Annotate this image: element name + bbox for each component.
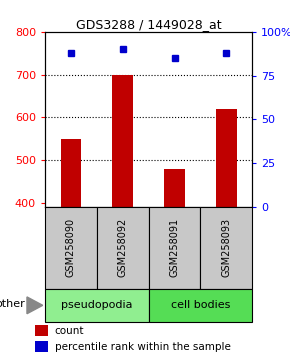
Bar [148,207,200,289]
Text: GSM258090: GSM258090 [66,218,76,278]
Text: GSM258093: GSM258093 [221,218,231,278]
Bar [35,341,48,353]
Bar [35,325,48,336]
Bar [97,207,148,289]
Bar [45,207,97,289]
Text: pseudopodia: pseudopodia [61,300,133,310]
Text: GSM258091: GSM258091 [170,218,180,278]
Polygon shape [27,297,43,314]
Text: GSM258092: GSM258092 [118,218,128,278]
Bar [200,207,252,289]
Text: other: other [0,299,25,309]
Title: GDS3288 / 1449028_at: GDS3288 / 1449028_at [76,18,222,31]
Bar [216,109,237,207]
Text: percentile rank within the sample: percentile rank within the sample [55,342,231,352]
Text: cell bodies: cell bodies [171,300,230,310]
Bar [61,139,81,207]
Bar [164,170,185,207]
Bar [148,289,252,322]
Bar [45,289,148,322]
Bar [112,75,133,207]
Text: count: count [55,326,84,336]
